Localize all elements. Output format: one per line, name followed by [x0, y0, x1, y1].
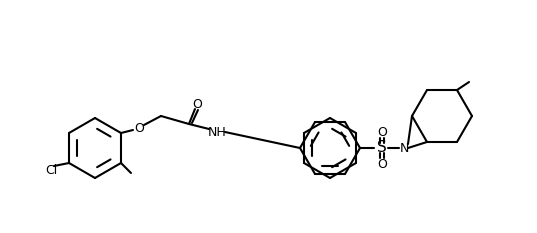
Text: N: N — [400, 141, 409, 154]
Text: O: O — [377, 126, 387, 138]
Text: O: O — [192, 97, 202, 110]
Text: O: O — [134, 121, 144, 134]
Text: S: S — [377, 140, 387, 155]
Text: O: O — [377, 158, 387, 171]
Text: Cl: Cl — [45, 164, 57, 177]
Text: NH: NH — [208, 126, 227, 138]
